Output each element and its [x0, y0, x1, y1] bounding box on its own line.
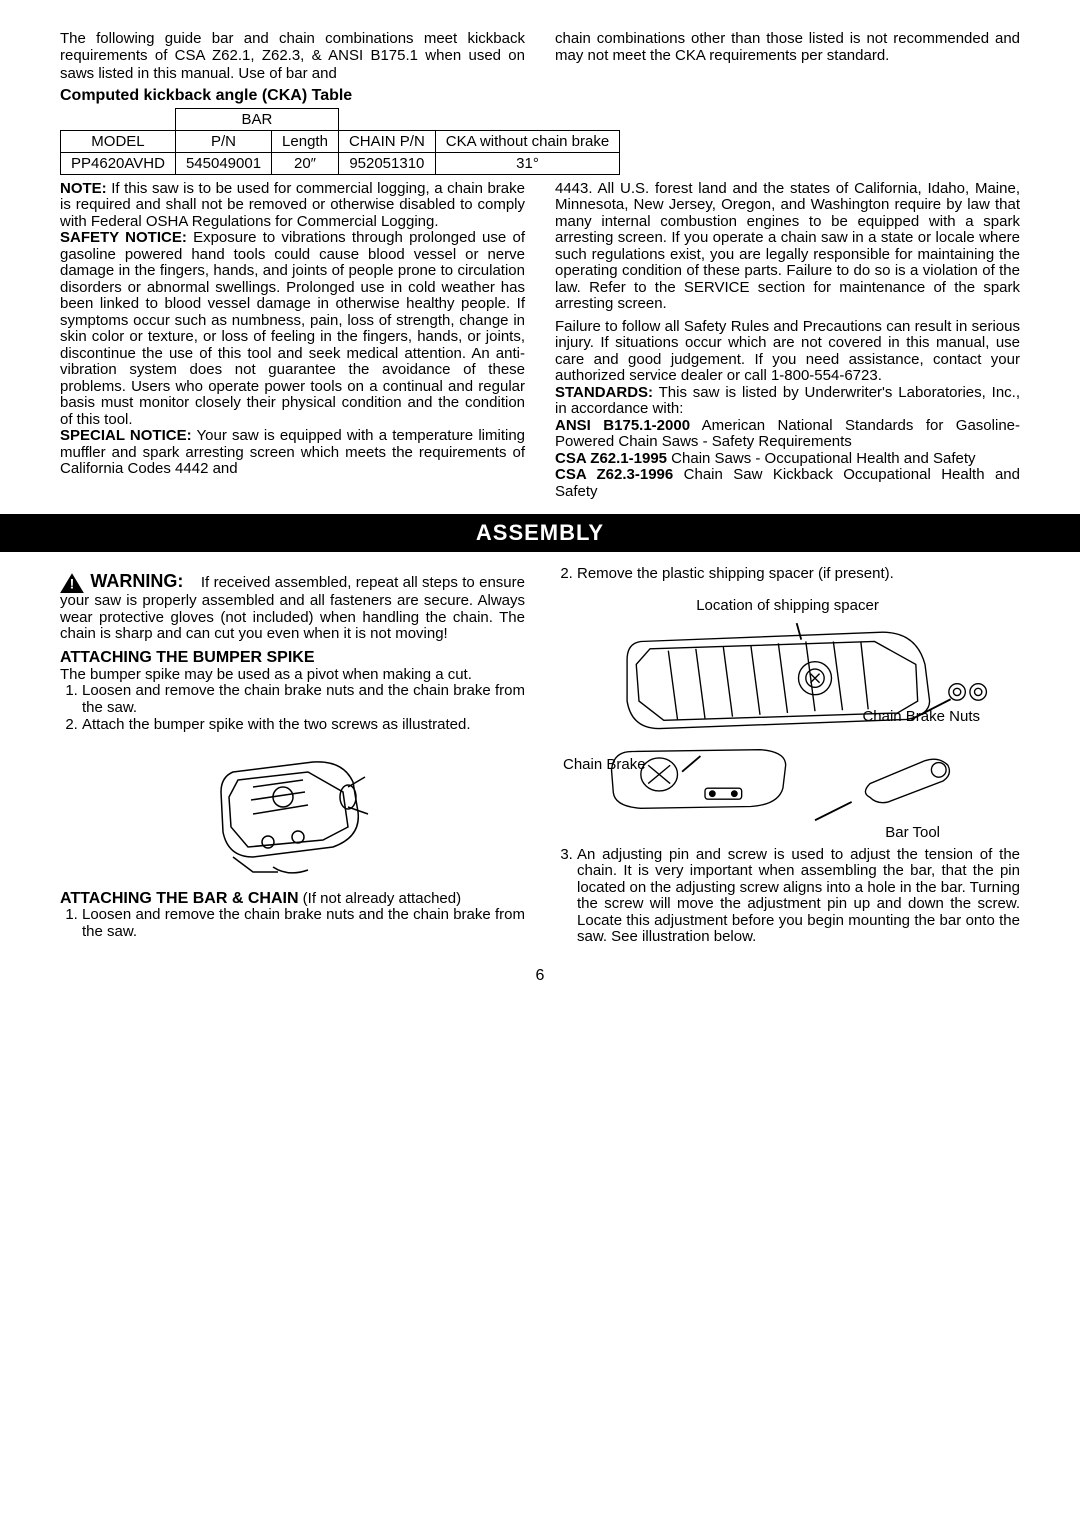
- col2-para1: 4443. All U.S. forest land and the state…: [555, 181, 1020, 313]
- cka-row-chainpn: 952051310: [338, 152, 435, 174]
- assembly-banner: ASSEMBLY: [0, 514, 1080, 552]
- standards-label: STANDARDS:: [555, 384, 653, 401]
- standards-para: STANDARDS: This saw is listed by Underwr…: [555, 385, 1020, 501]
- cka-row-cka: 31°: [435, 152, 619, 174]
- intro-right: chain combinations other than those list…: [555, 30, 1020, 82]
- cka-header-model: MODEL: [61, 130, 176, 152]
- assembly-diagram-wrap: Chain Brake Chain Brake Nuts Bar Tool: [555, 614, 1020, 839]
- cka-table: BAR MODEL P/N Length CHAIN P/N CKA witho…: [60, 108, 620, 175]
- intro-block: The following guide bar and chain combin…: [60, 30, 1020, 82]
- cka-header-pn: P/N: [175, 130, 271, 152]
- barchain-heading-para: ATTACHING THE BAR & CHAIN (If not alread…: [60, 890, 525, 908]
- cka-row-model: PP4620AVHD: [61, 152, 176, 174]
- warning-label: WARNING:: [90, 571, 183, 591]
- intro-left: The following guide bar and chain combin…: [60, 30, 525, 82]
- label-nuts: Chain Brake Nuts: [862, 709, 980, 726]
- cka-blank: [61, 108, 176, 130]
- right-step3-list: An adjusting pin and screw is used to ad…: [555, 847, 1020, 946]
- note-para: NOTE: If this saw is to be used for comm…: [60, 181, 525, 231]
- note-text: If this saw is to be used for commercial…: [60, 180, 525, 230]
- warning-icon: [60, 573, 84, 593]
- bumper-heading: ATTACHING THE BUMPER SPIKE: [60, 649, 525, 667]
- right-step2-list: Remove the plastic shipping spacer (if p…: [555, 566, 1020, 583]
- bumper-steps: Loosen and remove the chain brake nuts a…: [60, 683, 525, 734]
- assembly-body: WARNING: If received assembled, repeat a…: [60, 566, 1020, 947]
- barchain-suffix: (If not already attached): [299, 890, 462, 907]
- main-body: NOTE: If this saw is to be used for comm…: [60, 175, 1020, 501]
- bumper-intro: The bumper spike may be used as a pivot …: [60, 667, 525, 684]
- col2-para2: Failure to follow all Safety Rules and P…: [555, 319, 1020, 385]
- bumper-spike-diagram: [193, 742, 393, 882]
- cka-header-bar: BAR: [175, 108, 338, 130]
- cka-blank2: [338, 108, 435, 130]
- cka-blank3: [435, 108, 619, 130]
- right-step2: Remove the plastic shipping spacer (if p…: [577, 566, 1020, 583]
- barchain-heading: ATTACHING THE BAR & CHAIN: [60, 890, 299, 907]
- special-para: SPECIAL NOTICE: Your saw is equipped wit…: [60, 428, 525, 478]
- right-step3: An adjusting pin and screw is used to ad…: [577, 847, 1020, 946]
- bumper-step1: Loosen and remove the chain brake nuts a…: [82, 683, 525, 716]
- cka-header-cka: CKA without chain brake: [435, 130, 619, 152]
- label-bartool: Bar Tool: [885, 824, 940, 841]
- cka-header-chainpn: CHAIN P/N: [338, 130, 435, 152]
- warning-para: WARNING: If received assembled, repeat a…: [60, 572, 525, 643]
- cka-table-title: Computed kickback angle (CKA) Table: [60, 87, 1020, 105]
- note-label: NOTE:: [60, 180, 107, 197]
- cka-row-length: 20″: [272, 152, 339, 174]
- label-brake: Chain Brake: [563, 756, 646, 773]
- safety-label: SAFETY NOTICE:: [60, 229, 187, 246]
- cka-row-pn: 545049001: [175, 152, 271, 174]
- csa1-text: Chain Saws - Occupational Health and Saf…: [667, 450, 976, 467]
- special-label: SPECIAL NOTICE:: [60, 427, 192, 444]
- barchain-step1: Loosen and remove the chain brake nuts a…: [82, 907, 525, 940]
- page-number: 6: [60, 967, 1020, 985]
- bumper-step2: Attach the bumper spike with the two scr…: [82, 717, 525, 734]
- safety-text: Exposure to vibrations through prolonged…: [60, 229, 525, 428]
- csa2-label: CSA Z62.3-1996: [555, 466, 673, 483]
- barchain-steps: Loosen and remove the chain brake nuts a…: [60, 907, 525, 940]
- cka-header-length: Length: [272, 130, 339, 152]
- csa1-label: CSA Z62.1-1995: [555, 450, 667, 467]
- ansi-label: ANSI B175.1-2000: [555, 417, 690, 434]
- label-spacer: Location of shipping spacer: [555, 597, 1020, 614]
- safety-para: SAFETY NOTICE: Exposure to vibrations th…: [60, 230, 525, 428]
